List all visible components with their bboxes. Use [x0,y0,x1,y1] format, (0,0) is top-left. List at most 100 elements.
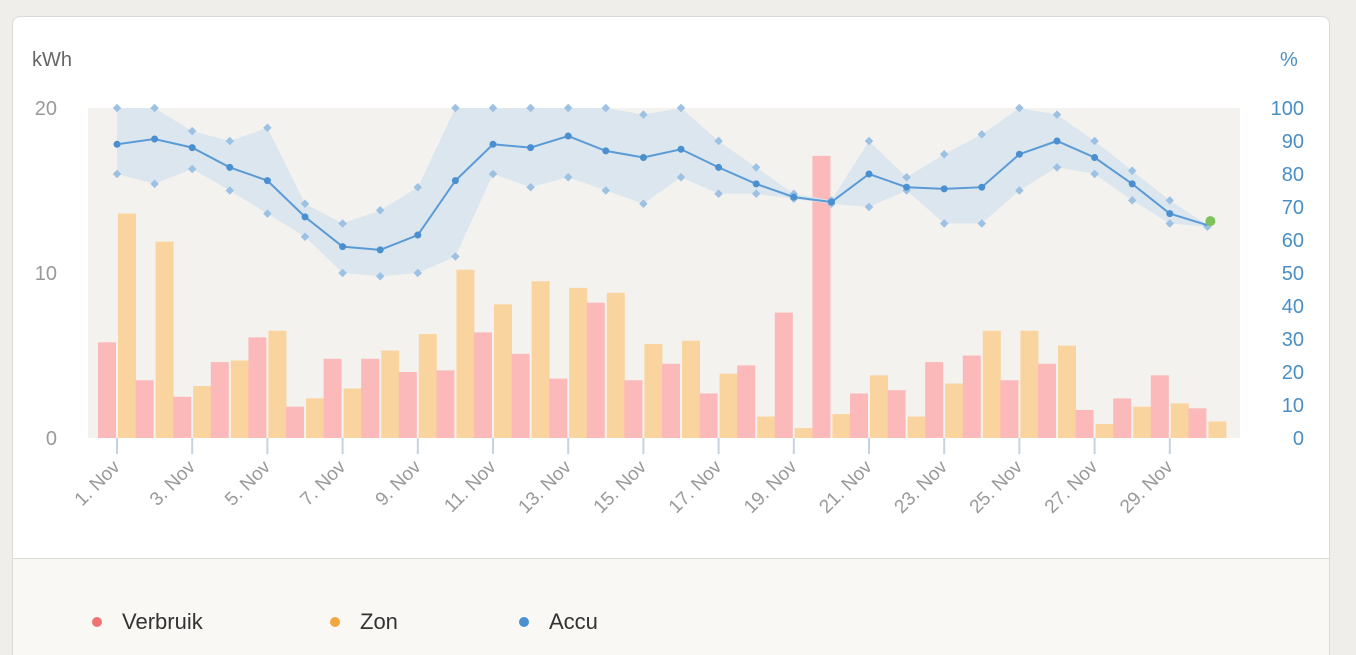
accu-point [752,180,760,188]
legend-label: Verbruik [122,609,203,634]
verbruik-bar [586,302,605,438]
right-tick-label: 80 [1282,164,1304,186]
accu-point [677,145,685,153]
x-tick-label: 25. Nov [966,456,1028,518]
left-tick-label: 20 [35,98,57,120]
x-tick-label: 1. Nov [71,456,125,510]
verbruik-bar [248,337,267,438]
accu-range-marker [338,219,347,228]
zon-bar [1170,403,1189,438]
verbruik-bar [286,406,304,438]
legend-label: Accu [549,609,598,634]
left-tick-label: 0 [46,428,57,450]
accu-range-marker [375,206,385,215]
accu-point [188,144,196,152]
legend-area [13,558,1329,655]
x-tick-label: 7. Nov [296,456,350,510]
accu-point [263,177,271,185]
right-tick-label: 20 [1282,362,1304,384]
zon-bar [155,241,174,438]
verbruik-bar [1075,409,1094,438]
zon-bar [1095,423,1114,438]
accu-point [1091,154,1099,161]
verbruik-bar [1038,363,1056,438]
accu-point [865,170,873,178]
accu-range-marker [150,103,159,113]
energy-chart: kWh % 0 10 20 0 10 20 30 40 50 60 70 80 90 100 1. Nov 3. … [32,49,1304,518]
accu-point [451,177,459,185]
accu-point [940,185,948,193]
accu-point [226,163,234,171]
verbruik-bar [436,370,455,438]
zon-bar [1208,421,1227,438]
legend-accu[interactable]: Accu [519,609,598,635]
verbruik-bar [398,372,417,438]
x-tick-label: 23. Nov [891,456,953,518]
zon-bar [682,340,700,438]
accu-range-marker [413,182,423,192]
zon-bar [268,330,287,438]
verbruik-bar [1150,375,1169,438]
accu-range-marker [187,164,197,174]
accu-point [715,163,723,171]
accu-point [827,198,835,206]
zon-bar [719,373,738,438]
legend-verbruik[interactable]: Verbruik [92,609,203,635]
x-tick-label: 9. Nov [372,456,426,510]
accu-range-marker [263,209,272,218]
zon-bar [306,398,324,438]
accu-point [903,183,911,191]
x-tick-label: 15. Nov [590,456,652,518]
verbruik-bar [1000,380,1019,438]
accu-range-marker [225,186,235,195]
accu-range-marker [451,252,460,261]
zon-bar [606,292,625,438]
verbruik-bar [98,342,116,438]
right-tick-label: 70 [1282,197,1304,219]
zon-bar [193,386,212,438]
zon-bar [456,269,475,438]
right-tick-label: 60 [1282,230,1304,252]
x-tick-label: 19. Nov [740,456,802,518]
accu-point [564,132,572,140]
zon-bar [1133,406,1152,438]
accu-range-marker [112,103,122,113]
accu-point [339,243,347,251]
accu-point [527,144,535,152]
accu-range-marker [112,169,122,179]
verbruik-bar [1188,408,1207,438]
accu-point [1166,210,1174,218]
zon-bar [418,334,437,438]
zon-dot-icon [330,617,340,627]
right-tick-label: 100 [1271,98,1304,120]
accu-range-marker [488,103,498,113]
accu-range-marker [300,199,310,208]
right-tick-label: 90 [1282,131,1304,153]
zon-bar [907,416,926,438]
verbruik-bar [474,332,492,438]
accu-range-marker [150,179,159,189]
zon-bar [644,343,663,438]
verbruik-bar [925,362,944,438]
accu-range-marker [225,136,235,146]
accu-point [301,213,309,221]
accu-range-band [117,108,1208,277]
accu-range-marker [413,268,423,278]
accu-range-marker [187,126,197,136]
accu-point [113,140,121,148]
zon-bar [794,428,813,438]
verbruik-bar [361,358,380,438]
accu-point [1128,180,1136,188]
accu-point [489,140,497,148]
left-tick-label: 10 [35,263,57,285]
legend-label: Zon [360,609,398,634]
zon-bar [982,330,1001,438]
accu-point [1053,137,1061,145]
accu-line [116,134,1208,251]
zon-bar [531,281,550,438]
zon-bar [118,213,136,438]
accu-range-marker [338,268,347,278]
accu-point [151,135,159,143]
zon-bar [757,416,776,438]
legend-zon[interactable]: Zon [330,609,398,635]
